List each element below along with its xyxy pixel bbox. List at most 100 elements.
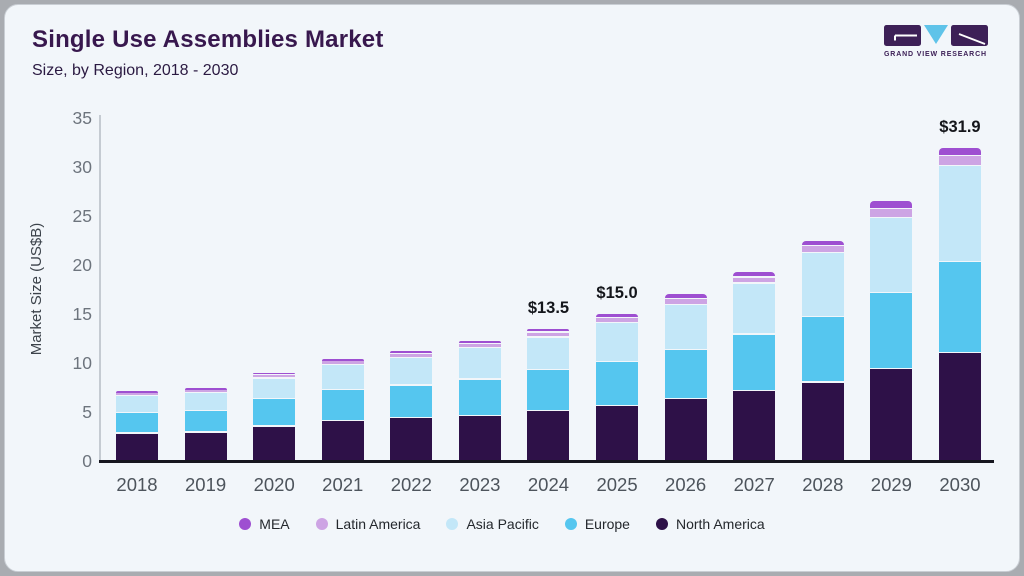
bar-segment-north-america: [938, 353, 981, 461]
bar-segment-latin-america: [116, 393, 158, 395]
bar-segment-north-america: [116, 433, 158, 461]
x-axis-tick-label: 2030: [939, 474, 981, 495]
bar-segment-north-america: [253, 426, 296, 461]
bar-segment-latin-america: [527, 332, 570, 337]
x-axis-tick-label: 2025: [596, 474, 638, 495]
bar-segment-north-america: [596, 406, 639, 461]
bar-segment-europe: [458, 379, 501, 415]
bar-segment-mea: [458, 341, 501, 344]
bar-segment-latin-america: [938, 156, 981, 165]
x-axis-line: [99, 460, 994, 463]
bar-segment-north-america: [664, 399, 707, 461]
legend-label: Asia Pacific: [466, 516, 539, 532]
gvr-logo-text: GRAND VIEW RESEARCH: [884, 51, 987, 58]
legend-label: Latin America: [335, 516, 421, 532]
legend-dot-north-america: [655, 518, 668, 530]
bar-segment-asia-pacific: [527, 337, 570, 369]
x-axis-tick-label: 2028: [802, 474, 844, 495]
bar-segment-europe: [733, 334, 776, 391]
bar-segment-mea: [527, 328, 570, 332]
bar-segment-mea: [184, 388, 227, 391]
x-axis-tick-label: 2021: [322, 474, 364, 495]
bar-segment-mea: [596, 314, 639, 317]
y-axis-tick-label: 15: [72, 304, 92, 324]
bar-segment-mea: [116, 391, 158, 393]
bar-segment-north-america: [184, 432, 227, 461]
value-label: $31.9: [939, 118, 981, 137]
legend-label: MEA: [259, 516, 290, 532]
bar-segment-europe: [390, 385, 433, 417]
bar-segment-latin-america: [596, 317, 639, 322]
gvr-logo-letters: [884, 25, 988, 46]
bar-segment-latin-america: [184, 390, 227, 393]
bar-segment-latin-america: [801, 246, 844, 252]
y-axis-tick-label: 30: [72, 157, 92, 177]
bar-segment-north-america: [458, 415, 501, 461]
x-axis-tick-label: 2023: [459, 474, 501, 495]
bar-segment-mea: [938, 148, 981, 155]
bar-segment-north-america: [870, 368, 913, 461]
legend-item-europe: Europe: [564, 516, 630, 532]
legend-dot-latin-america: [315, 518, 328, 530]
bar-segment-europe: [527, 369, 570, 410]
bar-segment-mea: [664, 294, 707, 298]
bar-segment-europe: [596, 362, 639, 405]
legend-item-mea: MEA: [239, 516, 290, 532]
page-title: Single Use Assemblies Market: [32, 26, 384, 53]
bar-segment-north-america: [321, 420, 364, 461]
bar-segment-mea: [321, 359, 364, 361]
bar-segment-europe: [321, 390, 364, 420]
bar-segment-mea: [390, 351, 433, 353]
bar-segment-asia-pacific: [321, 364, 364, 390]
bar-segment-latin-america: [733, 277, 776, 283]
bar-segment-latin-america: [253, 375, 296, 378]
bar-segment-europe: [801, 316, 844, 382]
gvr-v-icon: [924, 25, 948, 44]
gvr-g-block: [884, 25, 921, 46]
y-axis-tick-label: 0: [82, 451, 92, 471]
bar-segment-north-america: [801, 382, 844, 461]
bar-segment-asia-pacific: [184, 393, 227, 410]
bar-segment-asia-pacific: [938, 166, 981, 261]
y-axis-tick-label: 10: [72, 353, 92, 373]
bar-segment-europe: [116, 412, 158, 433]
y-axis-title: Market Size (US$B): [28, 222, 45, 356]
bar-segment-latin-america: [390, 353, 433, 357]
bar-segment-mea: [870, 201, 913, 208]
bar-segment-asia-pacific: [801, 253, 844, 316]
bar-segment-asia-pacific: [458, 348, 501, 379]
bar-segment-europe: [870, 293, 913, 368]
y-axis-tick-label: 5: [82, 402, 92, 422]
x-axis-tick-label: 2022: [390, 474, 432, 495]
bar-segment-mea: [801, 240, 844, 246]
legend-item-asia-pacific: Asia Pacific: [446, 516, 539, 532]
grand-view-research-logo: GRAND VIEW RESEARCH: [884, 25, 988, 58]
bar-segment-latin-america: [664, 299, 707, 304]
bar-segment-mea: [733, 271, 776, 277]
bar-segment-latin-america: [458, 343, 501, 347]
bar-segment-latin-america: [321, 361, 364, 364]
bar-segment-asia-pacific: [116, 396, 158, 412]
bar-segment-europe: [664, 350, 707, 398]
value-label: $13.5: [527, 298, 570, 317]
bar-segment-north-america: [527, 411, 570, 461]
x-axis-tick-label: 2020: [253, 474, 295, 495]
chart-legend: MEA Latin America Asia Pacific Europe North …: [0, 516, 1004, 532]
value-label: $15.0: [596, 284, 638, 302]
y-axis-tick-label: 20: [72, 255, 92, 275]
chart-card: [4, 4, 1020, 572]
y-axis-line: [99, 115, 101, 462]
bar-segment-europe: [184, 411, 227, 432]
gvr-r-block: [951, 25, 988, 46]
bar-segment-europe: [253, 399, 296, 426]
bar-segment-latin-america: [870, 209, 913, 217]
x-axis-tick-label: 2027: [733, 474, 775, 495]
bar-segment-north-america: [390, 417, 433, 461]
legend-dot-mea: [239, 518, 252, 530]
x-axis-tick-label: 2019: [185, 474, 227, 495]
legend-dot-asia-pacific: [446, 518, 459, 530]
page-subtitle: Size, by Region, 2018 - 2030: [32, 62, 239, 79]
legend-item-latin-america: Latin America: [315, 516, 421, 532]
bar-segment-asia-pacific: [390, 358, 433, 385]
legend-label: Europe: [584, 516, 630, 532]
